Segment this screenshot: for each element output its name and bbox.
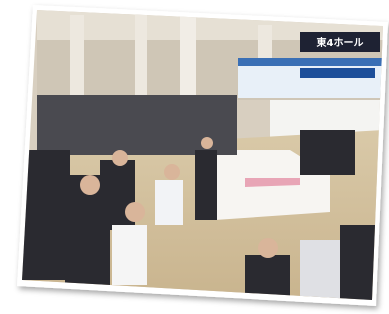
photo-page: 東4ホール [0, 0, 389, 314]
photo: 東4ホール [0, 0, 389, 314]
hall-sign: 東4ホール [317, 36, 364, 49]
